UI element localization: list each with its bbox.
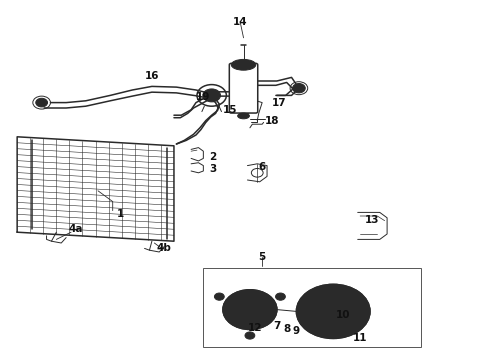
- Text: 15: 15: [223, 105, 238, 115]
- Circle shape: [245, 306, 255, 313]
- Circle shape: [215, 293, 224, 300]
- Text: 8: 8: [283, 324, 290, 334]
- Text: 4b: 4b: [157, 243, 172, 253]
- Text: 10: 10: [336, 310, 350, 320]
- Circle shape: [239, 302, 261, 318]
- Circle shape: [36, 98, 48, 107]
- Text: 1: 1: [117, 209, 123, 219]
- Polygon shape: [17, 137, 174, 241]
- Text: 13: 13: [365, 215, 380, 225]
- Text: 5: 5: [259, 252, 266, 262]
- Circle shape: [245, 332, 255, 339]
- Text: 19: 19: [196, 92, 211, 102]
- Text: 16: 16: [145, 71, 159, 81]
- Text: 14: 14: [233, 17, 247, 27]
- Text: 3: 3: [210, 164, 217, 174]
- Circle shape: [203, 89, 220, 102]
- Circle shape: [328, 308, 338, 315]
- Text: 17: 17: [272, 98, 287, 108]
- Circle shape: [223, 290, 277, 329]
- Circle shape: [208, 93, 216, 98]
- Circle shape: [322, 303, 344, 319]
- Ellipse shape: [238, 113, 249, 119]
- Circle shape: [275, 293, 285, 300]
- Ellipse shape: [234, 61, 253, 68]
- Text: 9: 9: [293, 326, 300, 336]
- FancyBboxPatch shape: [229, 63, 258, 113]
- Circle shape: [316, 299, 350, 324]
- Text: 4a: 4a: [69, 224, 83, 234]
- FancyBboxPatch shape: [203, 268, 421, 347]
- Circle shape: [310, 294, 356, 328]
- Text: 6: 6: [259, 162, 266, 172]
- Text: 7: 7: [273, 321, 281, 331]
- Circle shape: [296, 284, 370, 338]
- Ellipse shape: [231, 59, 256, 70]
- Text: 2: 2: [210, 152, 217, 162]
- Text: 12: 12: [247, 323, 262, 333]
- Text: 18: 18: [265, 116, 279, 126]
- Circle shape: [293, 84, 305, 93]
- Text: 11: 11: [353, 333, 368, 343]
- Circle shape: [304, 290, 363, 333]
